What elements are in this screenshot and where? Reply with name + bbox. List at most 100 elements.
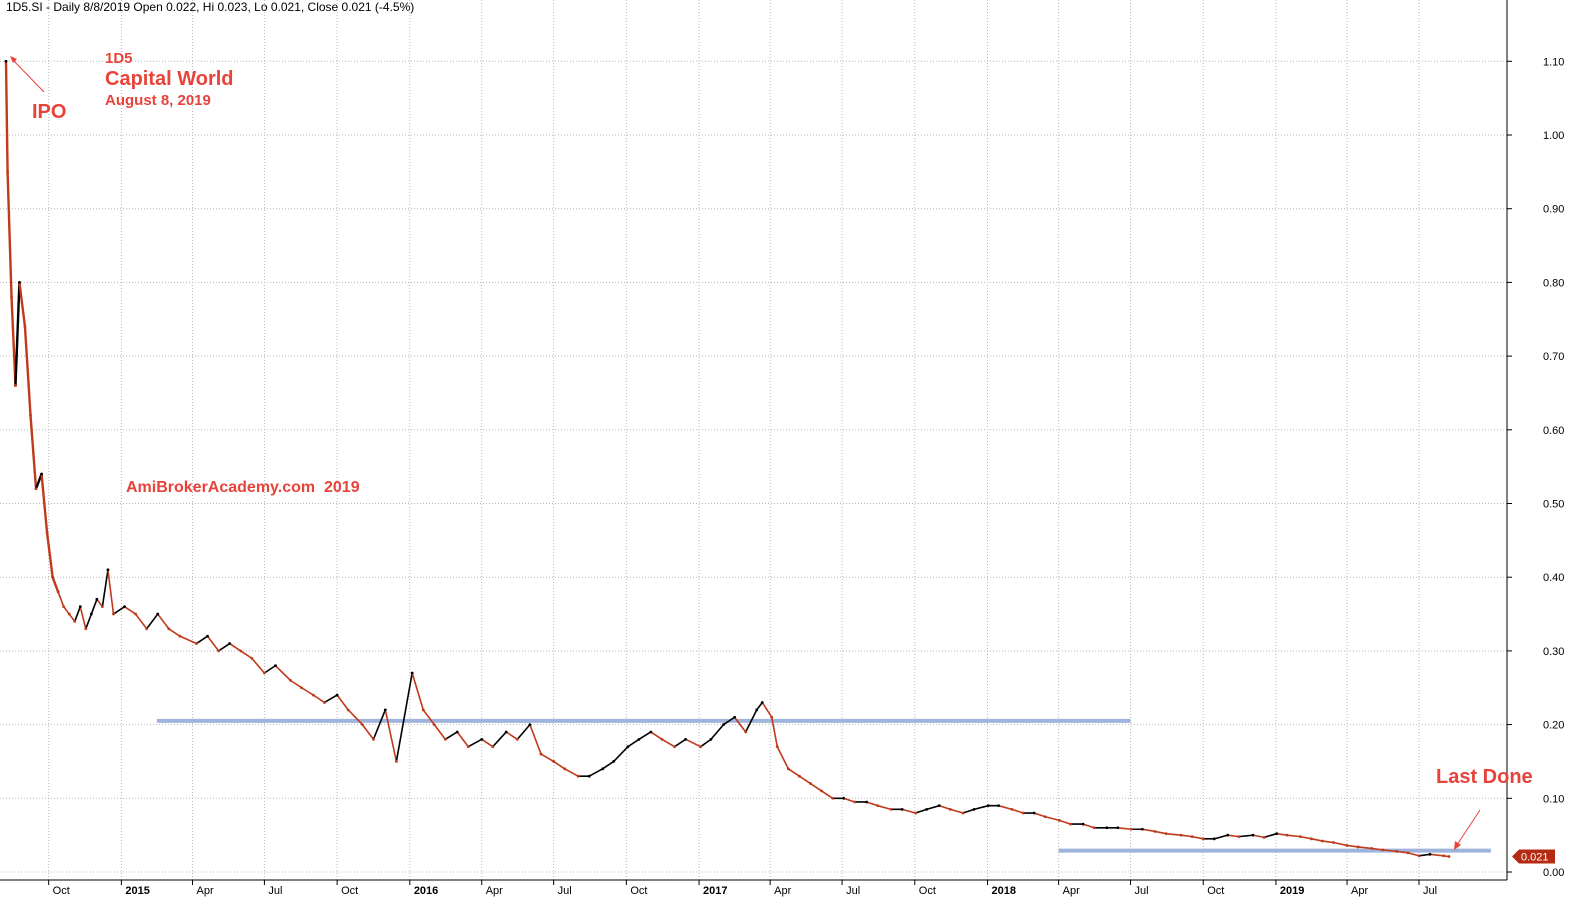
price-point	[626, 745, 630, 749]
price-segment	[914, 808, 928, 814]
price-point	[29, 413, 32, 417]
price-segment	[6, 170, 13, 299]
price-segment	[250, 657, 266, 674]
price-segment	[540, 753, 555, 763]
price-point	[1356, 845, 1360, 849]
last-price-label: 0.021	[1521, 852, 1549, 864]
price-segment	[809, 782, 823, 792]
x-tick-label: Oct	[341, 885, 358, 897]
watermark: AmiBrokerAcademy.com 2019	[126, 479, 360, 496]
price-point	[820, 789, 823, 793]
price-segment	[997, 804, 1013, 811]
price-point	[972, 807, 976, 811]
x-tick-label: Oct	[630, 885, 647, 897]
price-segment	[300, 686, 315, 696]
price-point	[361, 723, 364, 726]
price-segment	[876, 804, 892, 811]
price-point	[1032, 811, 1036, 815]
price-point	[1179, 833, 1183, 837]
price-point	[1201, 837, 1205, 841]
price-point	[372, 737, 375, 741]
price-point	[1237, 835, 1241, 839]
price-segment	[612, 745, 629, 763]
price-segment	[45, 531, 54, 579]
price-point	[106, 568, 110, 572]
price-segment	[228, 642, 242, 652]
price-segment	[563, 768, 579, 777]
price-point	[504, 730, 508, 734]
price-point	[1345, 844, 1349, 847]
price-point	[1395, 849, 1399, 853]
price-segment	[938, 804, 952, 811]
price-segment	[101, 569, 109, 608]
price-segment	[1418, 853, 1431, 857]
price-segment	[4, 60, 9, 174]
support-lines	[156, 718, 1491, 853]
price-point	[876, 804, 880, 808]
price-point	[1321, 839, 1324, 843]
x-tick-label: Apr	[774, 885, 791, 897]
price-segment	[1011, 808, 1024, 814]
price-point	[744, 730, 748, 734]
y-tick-label: 1.00	[1543, 130, 1564, 142]
price-segment	[179, 635, 198, 645]
price-point	[1164, 832, 1168, 836]
price-point	[1406, 851, 1410, 855]
price-point	[1428, 852, 1432, 856]
price-segment	[529, 723, 542, 755]
price-segment	[699, 738, 712, 748]
ticker-annotation: 1D5	[105, 50, 133, 67]
price-point	[101, 605, 104, 609]
price-segment	[336, 694, 349, 711]
price-point	[263, 671, 266, 675]
price-segment	[23, 325, 32, 417]
price-point	[195, 642, 198, 645]
price-segment	[973, 804, 990, 811]
x-tick-label: 2016	[414, 885, 438, 897]
chart-header: 1D5.SI - Daily 8/8/2019 Open 0.022, Hi 0…	[6, 0, 415, 14]
price-point	[239, 649, 243, 653]
price-segment	[79, 605, 87, 630]
price-point	[775, 745, 779, 749]
y-tick-label: 0.50	[1543, 499, 1564, 511]
ipo-annotation: IPO	[32, 101, 67, 123]
y-tick-label: 0.20	[1543, 720, 1564, 732]
price-segment	[1252, 834, 1265, 839]
price-point	[466, 745, 470, 749]
price-point	[1092, 826, 1096, 830]
price-segment	[1263, 832, 1278, 839]
price-point	[421, 708, 425, 712]
price-segment	[1321, 840, 1335, 844]
price-point	[18, 281, 21, 284]
x-tick-label: 2015	[125, 885, 149, 897]
price-segment	[1226, 834, 1240, 838]
price-point	[300, 686, 303, 690]
price-point	[1069, 822, 1072, 826]
price-segment	[1299, 835, 1313, 840]
price-point	[250, 656, 254, 660]
x-tick-label: Jul	[268, 885, 282, 897]
y-tick-label: 0.80	[1543, 277, 1564, 289]
price-segment	[673, 738, 687, 748]
ipo-arrowhead	[10, 56, 17, 63]
y-tick-label: 0.90	[1543, 204, 1564, 216]
price-point	[346, 708, 350, 712]
x-tick-label: 2019	[1280, 885, 1304, 897]
price-point	[1251, 833, 1255, 837]
price-segment	[10, 295, 17, 387]
price-point	[89, 612, 93, 616]
price-point	[95, 597, 99, 601]
price-point	[78, 605, 82, 609]
y-tick-label: 0.70	[1543, 351, 1564, 363]
price-segment	[710, 723, 725, 741]
price-point	[853, 800, 857, 804]
price-segment	[73, 605, 82, 623]
price-point	[889, 807, 893, 811]
price-segment	[722, 716, 736, 726]
price-segment	[107, 569, 115, 615]
price-point	[1310, 837, 1313, 841]
price-segment	[289, 679, 303, 689]
grid-layer	[0, 0, 1507, 880]
